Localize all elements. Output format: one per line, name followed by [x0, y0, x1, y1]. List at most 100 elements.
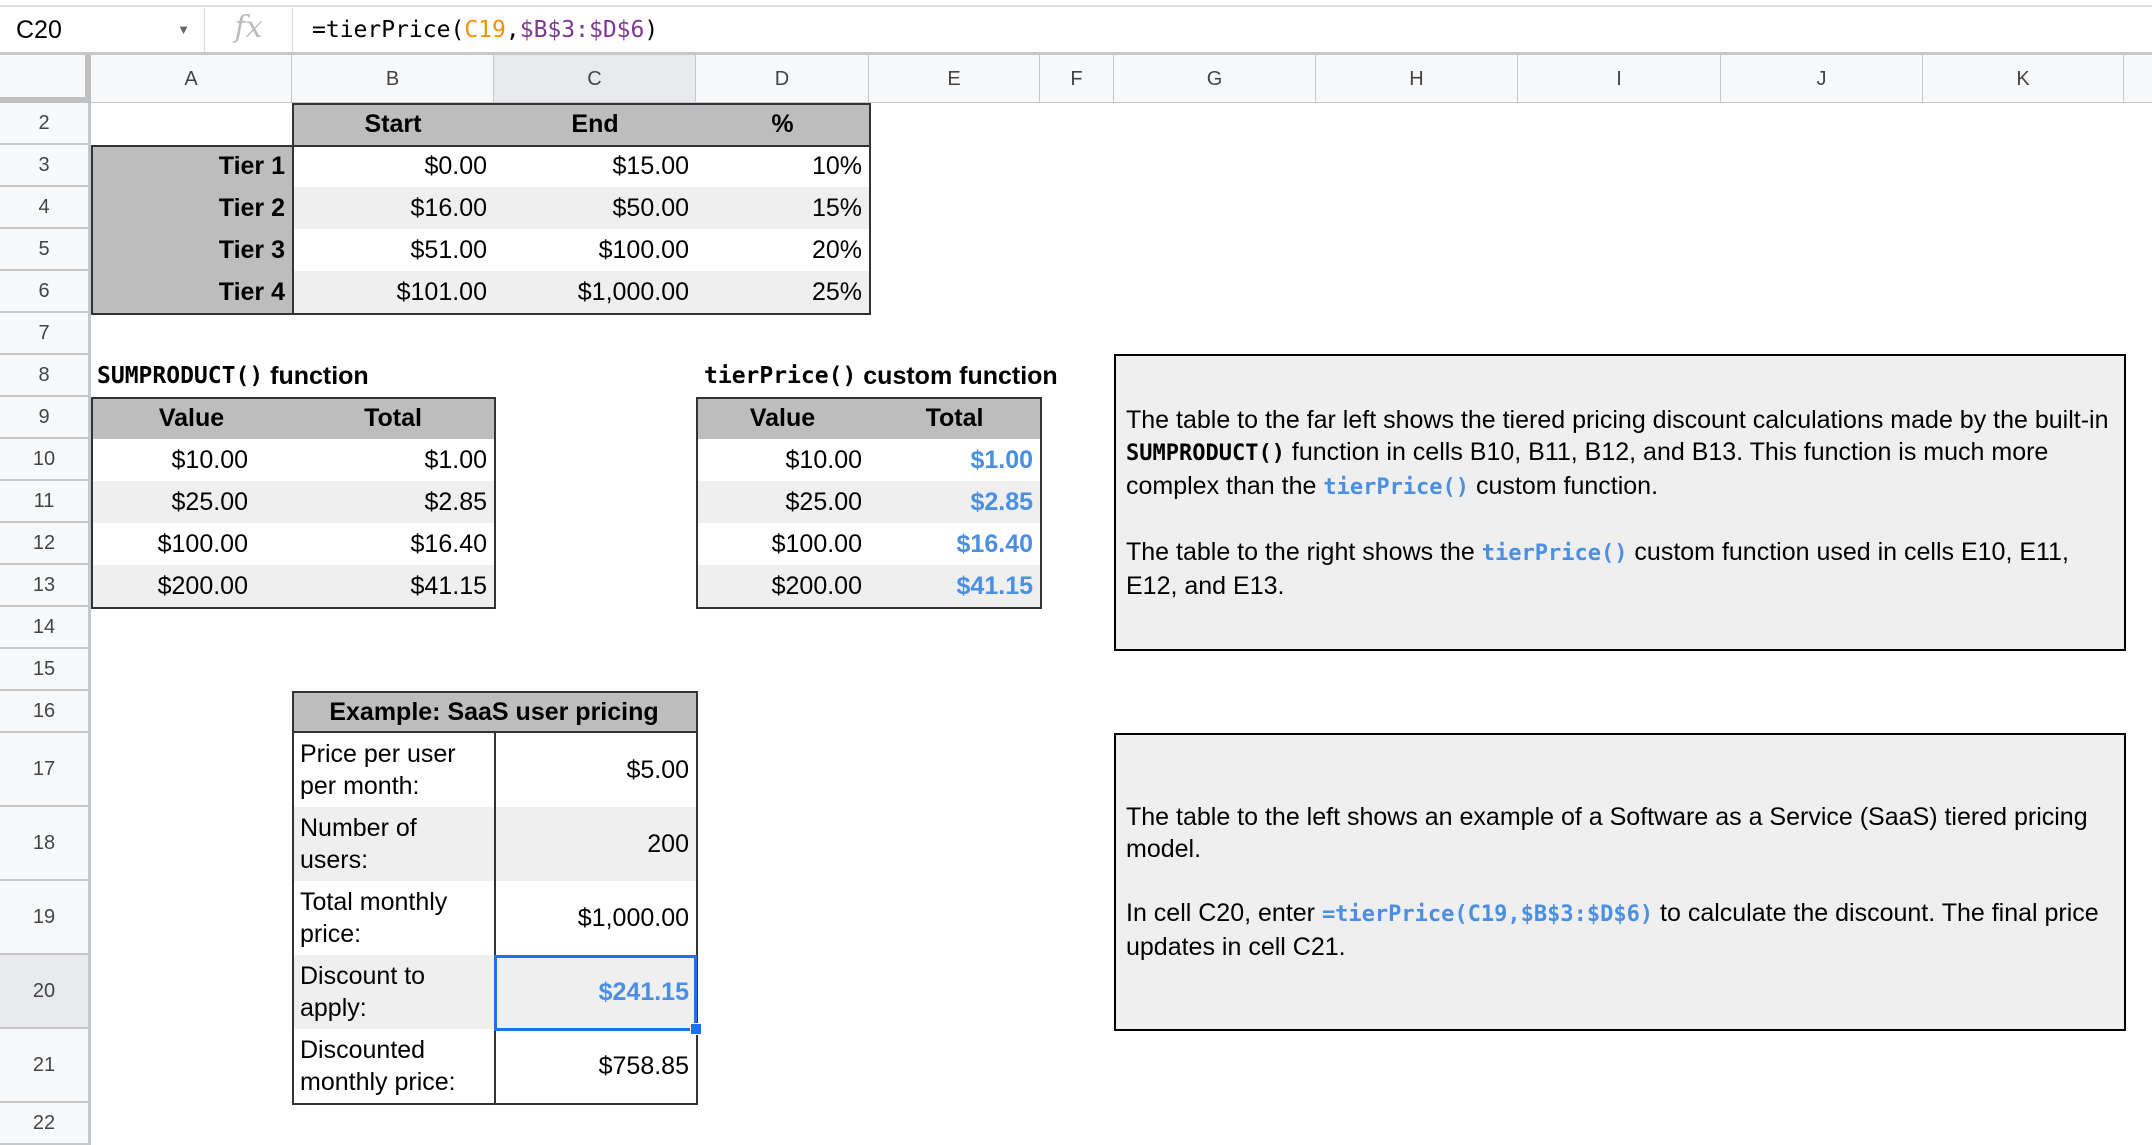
column-header-e[interactable]: E: [869, 55, 1040, 103]
row-header-17[interactable]: 17: [0, 733, 91, 807]
formula-sep: ,: [505, 17, 520, 43]
saas-value[interactable]: $241.15: [494, 955, 696, 1029]
sumproduct-table-border: [91, 397, 496, 609]
saas-title[interactable]: Example: SaaS user pricing: [292, 691, 696, 733]
column-header-k[interactable]: K: [1923, 55, 2124, 103]
tierprice-total[interactable]: $41.15: [869, 565, 1040, 607]
column-header-h[interactable]: H: [1316, 55, 1518, 103]
tier-end[interactable]: $50.00: [494, 187, 696, 229]
saas-value[interactable]: $5.00: [626, 755, 689, 784]
saas-label[interactable]: Discounted monthly price:: [300, 1036, 456, 1096]
tier-start[interactable]: $0.00: [424, 151, 487, 180]
name-box[interactable]: C20 ▼: [0, 8, 205, 52]
tier-label[interactable]: Tier 3: [91, 229, 292, 271]
column-header-f[interactable]: F: [1040, 55, 1114, 103]
tier-start[interactable]: $16.00: [292, 187, 494, 229]
tierprice-title: tierPrice() custom function: [696, 355, 1065, 397]
tier-header-end[interactable]: End: [494, 103, 696, 145]
saas-value[interactable]: $758.85: [598, 1051, 689, 1080]
row-header-12[interactable]: 12: [0, 523, 91, 565]
sumproduct-value[interactable]: $10.00: [171, 445, 248, 474]
fill-handle[interactable]: [690, 1023, 702, 1035]
tierprice-value[interactable]: $25.00: [696, 481, 869, 523]
tierprice-header-total[interactable]: Total: [869, 397, 1040, 439]
text: function in cells B10, B11, B12, and B13…: [1126, 437, 2049, 500]
tier-pct[interactable]: 25%: [696, 271, 869, 313]
sumproduct-value[interactable]: $25.00: [91, 481, 292, 523]
row-header-15[interactable]: 15: [0, 649, 91, 691]
dropdown-arrow-icon[interactable]: ▼: [177, 22, 190, 37]
row-header-22[interactable]: 22: [0, 1103, 91, 1145]
row-header-19[interactable]: 19: [0, 881, 91, 955]
saas-value[interactable]: 200: [494, 807, 696, 881]
tier-start[interactable]: $101.00: [292, 271, 494, 313]
column-header-g[interactable]: G: [1114, 55, 1316, 103]
sumproduct-value[interactable]: $100.00: [157, 529, 248, 558]
row-header-7[interactable]: 7: [0, 313, 91, 355]
selected-cell-c20[interactable]: [494, 955, 697, 1031]
column-header-d[interactable]: D: [696, 55, 869, 103]
row-header-18[interactable]: 18: [0, 807, 91, 881]
sumproduct-total[interactable]: $1.00: [424, 445, 487, 474]
saas-label[interactable]: Price per user per month:: [300, 740, 456, 800]
tierprice-value[interactable]: $200.00: [696, 565, 869, 607]
row-header-5[interactable]: 5: [0, 229, 91, 271]
sumproduct-total[interactable]: $2.85: [292, 481, 494, 523]
note1-paragraph1: The table to the far left shows the tier…: [1126, 404, 2114, 504]
column-header-c[interactable]: C: [494, 55, 696, 103]
sumproduct-total[interactable]: $41.15: [292, 565, 494, 607]
sumproduct-header-value[interactable]: Value: [91, 397, 292, 439]
tierprice-header-value[interactable]: Value: [696, 397, 869, 439]
column-header-j[interactable]: J: [1721, 55, 1923, 103]
row-header-4[interactable]: 4: [0, 187, 91, 229]
tier-pct[interactable]: 10%: [811, 151, 862, 180]
tier-header-start[interactable]: Start: [292, 103, 494, 145]
formula-input[interactable]: =tierPrice(C19,$B$3:$D$6): [312, 8, 658, 52]
sumproduct-header-total[interactable]: Total: [292, 397, 494, 439]
saas-label[interactable]: Total monthly price:: [300, 888, 448, 948]
row-header-13[interactable]: 13: [0, 565, 91, 607]
tierprice-title-code: tierPrice(): [704, 363, 857, 389]
tier-label[interactable]: Tier 2: [91, 187, 292, 229]
row-header-8[interactable]: 8: [0, 355, 91, 397]
tier-end[interactable]: $100.00: [598, 235, 689, 264]
saas-label[interactable]: Number of users:: [292, 807, 494, 881]
note1-paragraph2: The table to the right shows the tierPri…: [1126, 536, 2114, 602]
select-all-corner[interactable]: [0, 55, 91, 103]
row-header-9[interactable]: 9: [0, 397, 91, 439]
saas-label[interactable]: Discount to apply:: [292, 955, 494, 1029]
tier-end[interactable]: $15.00: [612, 151, 689, 180]
row-header-10[interactable]: 10: [0, 439, 91, 481]
code-formula: =tierPrice(C19,$B$3:$D$6): [1321, 902, 1654, 927]
row-header-6[interactable]: 6: [0, 271, 91, 313]
row-header-16[interactable]: 16: [0, 691, 91, 733]
sumproduct-value[interactable]: $200.00: [91, 565, 292, 607]
tierprice-value[interactable]: $100.00: [771, 529, 862, 558]
tierprice-total[interactable]: $1.00: [970, 445, 1033, 474]
saas-value[interactable]: $1,000.00: [577, 903, 689, 932]
tier-label[interactable]: Tier 4: [91, 271, 292, 313]
tier-end[interactable]: $1,000.00: [494, 271, 696, 313]
row-header-11[interactable]: 11: [0, 481, 91, 523]
tier-pct[interactable]: 20%: [811, 235, 862, 264]
sumproduct-total[interactable]: $16.40: [410, 529, 487, 558]
column-header-i[interactable]: I: [1518, 55, 1721, 103]
tier-header-pct[interactable]: %: [696, 103, 869, 145]
column-header-b[interactable]: B: [292, 55, 494, 103]
tierprice-value[interactable]: $10.00: [785, 445, 862, 474]
tier-start[interactable]: $51.00: [410, 235, 487, 264]
row-header-3[interactable]: 3: [0, 145, 91, 187]
top-divider: [0, 0, 2152, 7]
row-header-21[interactable]: 21: [0, 1029, 91, 1103]
note-box-functions[interactable]: The table to the far left shows the tier…: [1114, 354, 2126, 651]
column-header-a[interactable]: A: [91, 55, 292, 103]
tierprice-total[interactable]: $2.85: [869, 481, 1040, 523]
tier-table-border-lower: [91, 145, 871, 315]
tier-pct[interactable]: 15%: [696, 187, 869, 229]
tier-label[interactable]: Tier 1: [91, 145, 292, 187]
row-header-2[interactable]: 2: [0, 103, 91, 145]
row-header-14[interactable]: 14: [0, 607, 91, 649]
tierprice-total[interactable]: $16.40: [956, 529, 1033, 558]
row-header-20[interactable]: 20: [0, 955, 91, 1029]
note-box-saas[interactable]: The table to the left shows an example o…: [1114, 733, 2126, 1031]
